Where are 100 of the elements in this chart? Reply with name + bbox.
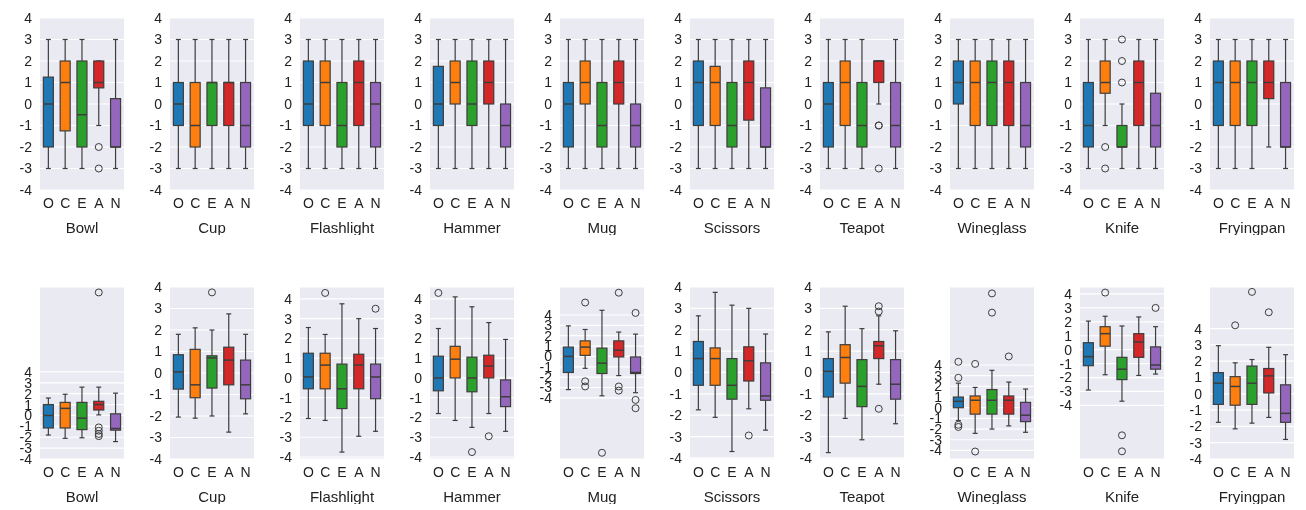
x-tick-label: O bbox=[692, 194, 704, 211]
y-tick-label: 3 bbox=[284, 310, 293, 327]
x-tick-label: E bbox=[597, 463, 607, 480]
y-tick-label: -1 bbox=[279, 389, 293, 406]
y-tick-label: -2 bbox=[409, 409, 423, 426]
y-tick-label: 0 bbox=[414, 369, 423, 386]
x-tick-label: E bbox=[77, 194, 87, 211]
y-tick-label: 4 bbox=[1064, 9, 1073, 26]
y-tick-label: -2 bbox=[1059, 138, 1073, 155]
x-tick-label: O bbox=[952, 463, 964, 480]
x-tick-label: O bbox=[1082, 463, 1094, 480]
y-tick-label: 2 bbox=[674, 321, 683, 338]
x-tick-label: A bbox=[874, 194, 885, 211]
x-tick-label: N bbox=[890, 194, 901, 211]
x-tick-label: C bbox=[710, 463, 721, 480]
y-tick-label: -3 bbox=[799, 428, 813, 445]
y-tick-label: 4 bbox=[154, 278, 163, 295]
x-axis-title: Scissors bbox=[703, 219, 761, 236]
y-tick-label: 1 bbox=[1194, 369, 1203, 386]
x-tick-label: C bbox=[60, 463, 71, 480]
x-tick-label: C bbox=[1230, 463, 1241, 480]
x-tick-label: O bbox=[952, 194, 964, 211]
y-tick-label: 1 bbox=[1064, 74, 1073, 91]
y-tick-label: 1 bbox=[1194, 74, 1203, 91]
y-tick-label: 3 bbox=[154, 31, 163, 48]
x-tick-label: C bbox=[450, 463, 461, 480]
x-tick-label: E bbox=[857, 463, 867, 480]
y-tick-label: 3 bbox=[1194, 31, 1203, 48]
x-tick-label: N bbox=[240, 463, 251, 480]
x-tick-label: A bbox=[744, 194, 755, 211]
x-tick-label: N bbox=[110, 194, 121, 211]
x-tick-label: E bbox=[1117, 463, 1127, 480]
y-tick-label: -3 bbox=[149, 429, 163, 446]
y-tick-label: -2 bbox=[539, 138, 553, 155]
x-tick-label: O bbox=[562, 463, 574, 480]
x-tick-label: A bbox=[224, 463, 235, 480]
y-tick-label: -1 bbox=[669, 385, 683, 402]
x-tick-label: N bbox=[890, 463, 901, 480]
x-tick-label: A bbox=[1264, 463, 1275, 480]
y-tick-label: -1 bbox=[149, 117, 163, 134]
y-tick-label: -4 bbox=[929, 181, 943, 198]
y-tick-label: -1 bbox=[149, 386, 163, 403]
y-tick-label: 1 bbox=[934, 74, 943, 91]
x-tick-label: A bbox=[484, 463, 495, 480]
y-tick-label: 4 bbox=[674, 278, 683, 295]
x-tick-label: O bbox=[302, 463, 314, 480]
y-tick-label: 1 bbox=[24, 74, 33, 91]
y-tick-label: 4 bbox=[414, 290, 423, 307]
y-tick-label: 2 bbox=[414, 52, 423, 69]
y-tick-label: -2 bbox=[1059, 369, 1073, 386]
y-tick-label: 2 bbox=[804, 52, 813, 69]
y-tick-label: 4 bbox=[1194, 320, 1203, 337]
x-tick-label: C bbox=[190, 194, 201, 211]
x-tick-label: C bbox=[580, 463, 591, 480]
y-tick-label: 2 bbox=[284, 330, 293, 347]
y-tick-label: -2 bbox=[1189, 138, 1203, 155]
x-tick-label: A bbox=[1134, 463, 1145, 480]
x-tick-label: E bbox=[857, 194, 867, 211]
y-tick-label: 3 bbox=[1064, 299, 1073, 316]
y-tick-label: 0 bbox=[544, 95, 553, 112]
x-tick-label: O bbox=[1212, 194, 1224, 211]
x-tick-label: E bbox=[987, 194, 997, 211]
y-tick-label: -2 bbox=[929, 138, 943, 155]
y-tick-label: 0 bbox=[154, 95, 163, 112]
y-tick-label: -1 bbox=[409, 389, 423, 406]
y-tick-label: 4 bbox=[674, 9, 683, 26]
y-tick-label: -3 bbox=[669, 160, 683, 177]
y-tick-label: -4 bbox=[279, 181, 293, 198]
x-tick-label: N bbox=[630, 463, 641, 480]
x-tick-label: E bbox=[1117, 194, 1127, 211]
y-tick-label: -3 bbox=[1189, 160, 1203, 177]
x-tick-label: N bbox=[370, 463, 381, 480]
x-tick-label: E bbox=[467, 463, 477, 480]
y-tick-label: 3 bbox=[1194, 336, 1203, 353]
x-tick-label: C bbox=[840, 194, 851, 211]
x-tick-label: C bbox=[320, 194, 331, 211]
y-tick-label: -3 bbox=[1059, 383, 1073, 400]
y-tick-label: 0 bbox=[1194, 95, 1203, 112]
x-tick-label: O bbox=[172, 463, 184, 480]
x-tick-label: O bbox=[692, 463, 704, 480]
y-tick-label: 4 bbox=[544, 9, 553, 26]
y-tick-label: -1 bbox=[19, 117, 33, 134]
y-tick-label: 4 bbox=[284, 9, 293, 26]
x-tick-label: N bbox=[500, 463, 511, 480]
x-tick-label: O bbox=[42, 194, 54, 211]
x-tick-label: N bbox=[760, 194, 771, 211]
x-tick-label: N bbox=[1280, 463, 1291, 480]
x-tick-label: O bbox=[1082, 194, 1094, 211]
y-tick-label: 0 bbox=[1064, 341, 1073, 358]
y-tick-label: 2 bbox=[1064, 52, 1073, 69]
y-tick-label: -1 bbox=[799, 385, 813, 402]
x-tick-label: A bbox=[614, 463, 625, 480]
y-tick-label: 3 bbox=[804, 31, 813, 48]
x-tick-label: E bbox=[207, 463, 217, 480]
x-tick-label: C bbox=[450, 194, 461, 211]
x-tick-label: C bbox=[970, 463, 981, 480]
y-tick-label: 1 bbox=[544, 74, 553, 91]
y-tick-label: -4 bbox=[19, 181, 33, 198]
y-tick-label: -2 bbox=[149, 138, 163, 155]
x-tick-label: N bbox=[760, 463, 771, 480]
